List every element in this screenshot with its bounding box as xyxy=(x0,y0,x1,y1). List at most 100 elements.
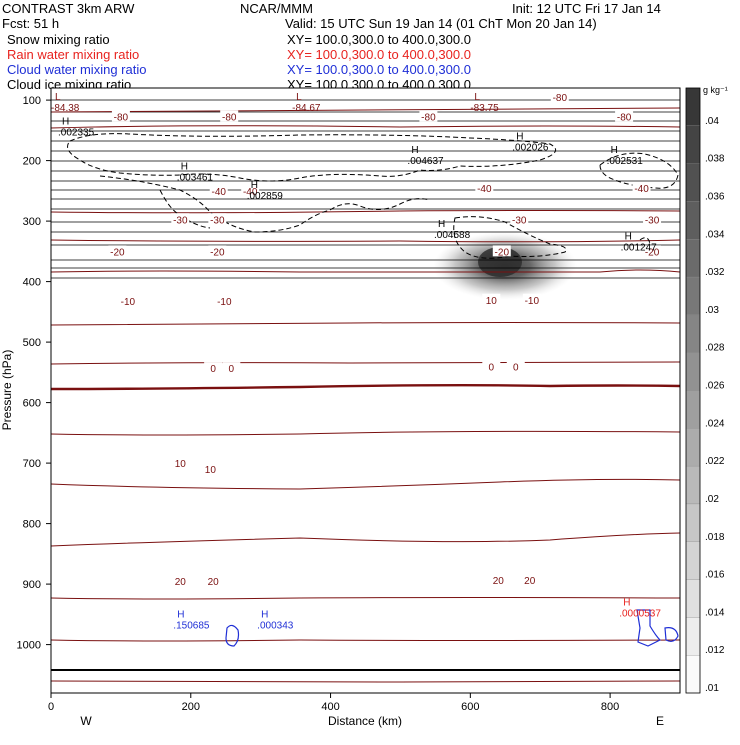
colorbar-swatch xyxy=(685,87,701,126)
contour-label-bg xyxy=(632,181,651,193)
contour-label: 20 xyxy=(524,576,536,587)
extremum-marker: H xyxy=(438,219,445,230)
extremum-value: .002859 xyxy=(247,191,284,202)
colorbar-swatch xyxy=(685,503,701,542)
colorbar-label: .032 xyxy=(705,267,725,278)
contour-label: -10 xyxy=(121,297,136,308)
colorbar-swatch xyxy=(685,617,701,656)
colorbar-swatch xyxy=(685,390,701,429)
extremum-marker: H xyxy=(181,162,188,173)
cloud-ice-core xyxy=(478,247,522,277)
contour-label-bg xyxy=(215,294,234,306)
colorbar-label: .01 xyxy=(705,683,719,694)
colorbar-swatch xyxy=(685,541,701,580)
contour-label-bg xyxy=(171,575,190,587)
extremum-marker: H xyxy=(516,131,523,142)
colorbar-swatch xyxy=(685,201,701,240)
plot-background xyxy=(51,88,680,693)
plot-frame xyxy=(50,87,681,694)
colorbar-label: .024 xyxy=(705,418,725,429)
contour-label-bg xyxy=(419,110,438,122)
contour-label-bg xyxy=(171,457,190,469)
contour-label-bg xyxy=(475,181,494,193)
field-name-cloud-water: Cloud water mixing ratio xyxy=(7,62,146,77)
x-tick-label: 400 xyxy=(321,701,339,713)
init-time: Init: 12 UTC Fri 17 Jan 14 xyxy=(512,1,661,16)
contour-label: -10 xyxy=(525,296,540,307)
colorbar-swatch xyxy=(685,655,701,694)
contour-label: -80 xyxy=(617,112,632,123)
colorbar-label: .026 xyxy=(705,381,725,392)
extremum-value: .002026 xyxy=(512,142,549,153)
y-tick-label: 100 xyxy=(23,95,41,107)
colorbar-swatch xyxy=(685,276,701,316)
contour-label-bg xyxy=(118,294,137,306)
field-xy-cloud-water: XY= 100.0,300.0 to 400.0,300.0 xyxy=(287,62,471,77)
contour-label: -30 xyxy=(512,215,527,226)
contour-label: -30 xyxy=(210,215,225,226)
colorbar-label: .04 xyxy=(705,116,719,127)
contour-label: -30 xyxy=(173,215,188,226)
y-tick-label: 400 xyxy=(23,277,41,289)
extremum-value: -83.75 xyxy=(470,103,499,114)
field-xy-rain: XY= 100.0,300.0 to 400.0,300.0 xyxy=(287,47,471,62)
colorbar-label: .03 xyxy=(705,305,719,316)
contour-label: -20 xyxy=(495,247,510,258)
cloud-water-contours xyxy=(225,609,679,647)
contour-label-bg xyxy=(208,213,227,225)
extremum-marker: H xyxy=(177,609,184,620)
extremum-value: .150685 xyxy=(173,620,210,631)
contour-label-bg xyxy=(492,245,511,257)
colorbar-frame xyxy=(685,87,701,694)
colorbar-label: .016 xyxy=(705,570,725,581)
contour-label: -20 xyxy=(110,247,125,258)
colorbar-label: .034 xyxy=(705,229,725,240)
contour-label-bg xyxy=(204,362,223,374)
colorbar-label: .036 xyxy=(705,191,725,202)
contour-label: -80 xyxy=(222,112,237,123)
contour-label-bg xyxy=(510,213,529,225)
extremum-marker: L xyxy=(296,92,302,103)
y-tick-label: 800 xyxy=(23,519,41,531)
colorbar-swatch xyxy=(685,314,701,353)
extremum-value: .002531 xyxy=(607,156,644,167)
y-tick-label: 600 xyxy=(23,398,41,410)
contour-label: 20 xyxy=(208,577,220,588)
colorbar: .04 .038 .036 .034 .032 .03 .028 .026 .024 .022 .0… xyxy=(685,87,725,694)
contour-label: -40 xyxy=(243,187,258,198)
colorbar-swatch xyxy=(685,352,701,391)
contour-label: 0 xyxy=(513,362,519,373)
extremum-value: .002335 xyxy=(58,127,95,138)
colorbar-label: .014 xyxy=(705,607,725,618)
contour-label: -20 xyxy=(210,247,225,258)
contour-label-bg xyxy=(171,213,190,225)
forecast-hour: Fcst: 51 h xyxy=(2,16,59,31)
model-title: CONTRAST 3km ARW xyxy=(2,1,135,16)
contour-label-bg xyxy=(220,110,239,122)
field-name-rain: Rain water mixing ratio xyxy=(7,47,139,62)
contour-label: 20 xyxy=(175,577,187,588)
y-tick-label: 200 xyxy=(23,156,41,168)
contour-label: 0 xyxy=(489,362,495,373)
colorbar-swatch xyxy=(685,579,701,618)
y-tick-label: 300 xyxy=(23,216,41,228)
contour-label-bg xyxy=(208,245,227,257)
extremum-value: .004588 xyxy=(434,230,471,241)
contour-label-bg xyxy=(506,360,525,372)
extremum-marker: H xyxy=(62,116,69,127)
x-tick-label: 200 xyxy=(182,701,200,713)
east-label: E xyxy=(656,714,664,728)
colorbar-label: .018 xyxy=(705,532,725,543)
contour-label: -20 xyxy=(645,247,660,258)
y-tick-label: 900 xyxy=(23,579,41,591)
extremum-value: .000343 xyxy=(257,620,294,631)
colorbar-swatch xyxy=(685,428,701,467)
contour-label: -80 xyxy=(421,112,436,123)
extremum-value: -84.67 xyxy=(292,103,321,114)
contour-label-bg xyxy=(643,213,662,225)
x-tick-label: 600 xyxy=(461,701,479,713)
colorbar-swatch xyxy=(685,465,701,505)
extremum-marker: H xyxy=(251,180,258,191)
x-tick-label: 0 xyxy=(48,701,54,713)
